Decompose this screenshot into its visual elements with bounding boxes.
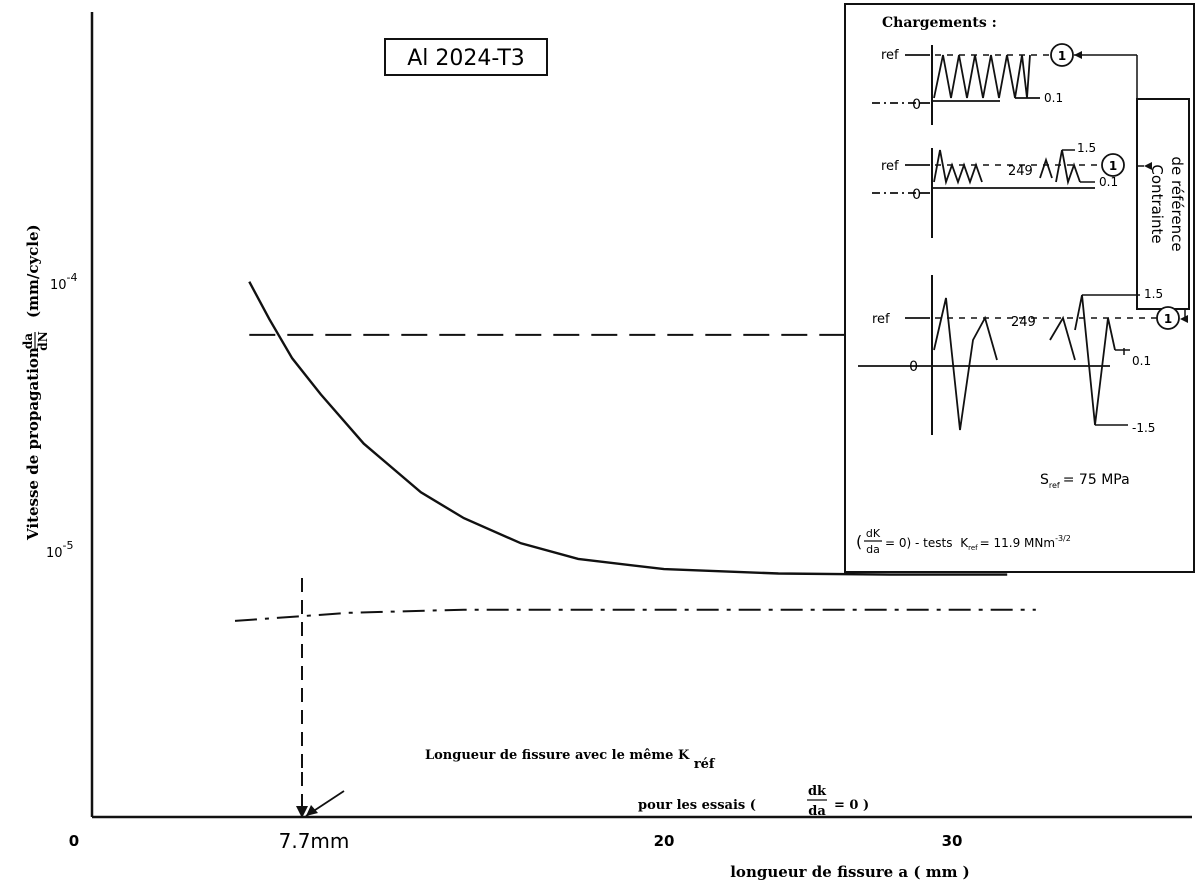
series-line-dash-dot (234, 608, 1036, 622)
y-label-main: Vitesse de propagation (24, 347, 42, 541)
leader-arrow (306, 805, 318, 816)
x-tick-label: 30 (942, 832, 963, 850)
y-tick-label: 10-5 (46, 539, 74, 561)
y-label-unit: (mm/cycle) (24, 224, 42, 318)
marker-label: 1 (1058, 49, 1066, 63)
k-exp: -3/2 (1055, 534, 1071, 543)
k-symbol: K (960, 536, 969, 550)
zero-label: 0 (909, 359, 918, 375)
ref-label: ref (881, 48, 899, 63)
plot-area: Al 2024-T3 0 20 30 7.7mm longueur de fis… (21, 12, 1192, 881)
annotation-frac-num: dk (808, 784, 827, 799)
connector-arrow (1074, 51, 1082, 59)
y-label-frac-num: da (21, 333, 35, 349)
annotation-sub: réf (694, 757, 716, 772)
ref-label: ref (881, 159, 899, 174)
value-label: 1.5 (1144, 287, 1163, 301)
marker-label: 1 (1164, 312, 1172, 326)
loading-panel-1: 1 ref 0 0.1 (872, 43, 1074, 125)
y-axis-label: Vitesse de propagation da dN (mm/cycle) (21, 224, 50, 541)
side-label: Contrainte de référence (1148, 156, 1186, 251)
marker-label: 1 (1109, 159, 1117, 173)
s-ref-symbol: S (1040, 472, 1049, 488)
drop-arrow (296, 806, 308, 818)
marked-x-label: 7.7mm (279, 829, 350, 853)
x-tick-label: 20 (654, 832, 675, 850)
cond-frac-num: dK (866, 527, 881, 540)
inset-frame (844, 3, 1195, 573)
cycles-label: 249 (1008, 164, 1033, 179)
value-label: -1.5 (1132, 421, 1155, 435)
connector-arrow (1180, 315, 1188, 323)
inset-title: Chargements : (882, 15, 997, 31)
chart-title: Al 2024-T3 (407, 46, 525, 71)
value-label: 0.1 (1044, 91, 1063, 105)
s-ref-text: Sref = 75 MPa (1040, 472, 1130, 490)
loading-panel-2: 1 ref 0 249 1.5 0.1 (872, 141, 1125, 238)
side-label-line1: Contrainte (1148, 164, 1166, 243)
value-label: 1.5 (1077, 141, 1096, 155)
cond-text: = 0) - tests (885, 536, 952, 550)
s-ref-value: = 75 MPa (1063, 472, 1130, 488)
cond-text-line: = 0) - tests Kref = 11.9 MNm-3/2 (885, 534, 1071, 552)
value-label: 0.1 (1132, 354, 1151, 368)
loading-inset: Chargements : Contrainte de référence 1 (844, 3, 1195, 573)
s-ref-sub: ref (1049, 481, 1060, 490)
side-label-line2: de référence (1168, 156, 1186, 251)
x-axis-label: longueur de fissure a ( mm ) (730, 863, 970, 881)
x-tick-label: 0 (69, 832, 79, 850)
connector-arrow (1144, 162, 1152, 170)
loading-panel-3: 1 ref 0 249 1.5 0.1 -1.5 (858, 275, 1180, 435)
zero-label: 0 (912, 187, 921, 203)
cond-paren: ( (856, 532, 862, 551)
cycles-label: 249 (1011, 315, 1036, 330)
annotation-line2-post: = 0 ) (834, 798, 869, 813)
annotation-line1: Longueur de fissure avec le même K réf (425, 748, 716, 772)
ref-label: ref (872, 312, 890, 327)
y-label-frac-den: dN (36, 331, 50, 350)
annotation-frac-den: da (808, 804, 826, 819)
title-box (384, 38, 548, 76)
value-label: 0.1 (1099, 175, 1118, 189)
annotation-text: Longueur de fissure avec le même K (425, 748, 690, 763)
y-tick-label: 10-4 (50, 271, 78, 293)
k-value: = 11.9 MNm (980, 536, 1055, 550)
series-line-solid (248, 281, 1008, 576)
cond-frac-den: da (866, 543, 880, 556)
annotation-line2-pre: pour les essais ( (638, 798, 756, 813)
zero-label: 0 (912, 97, 921, 113)
k-sub: ref (968, 544, 978, 552)
